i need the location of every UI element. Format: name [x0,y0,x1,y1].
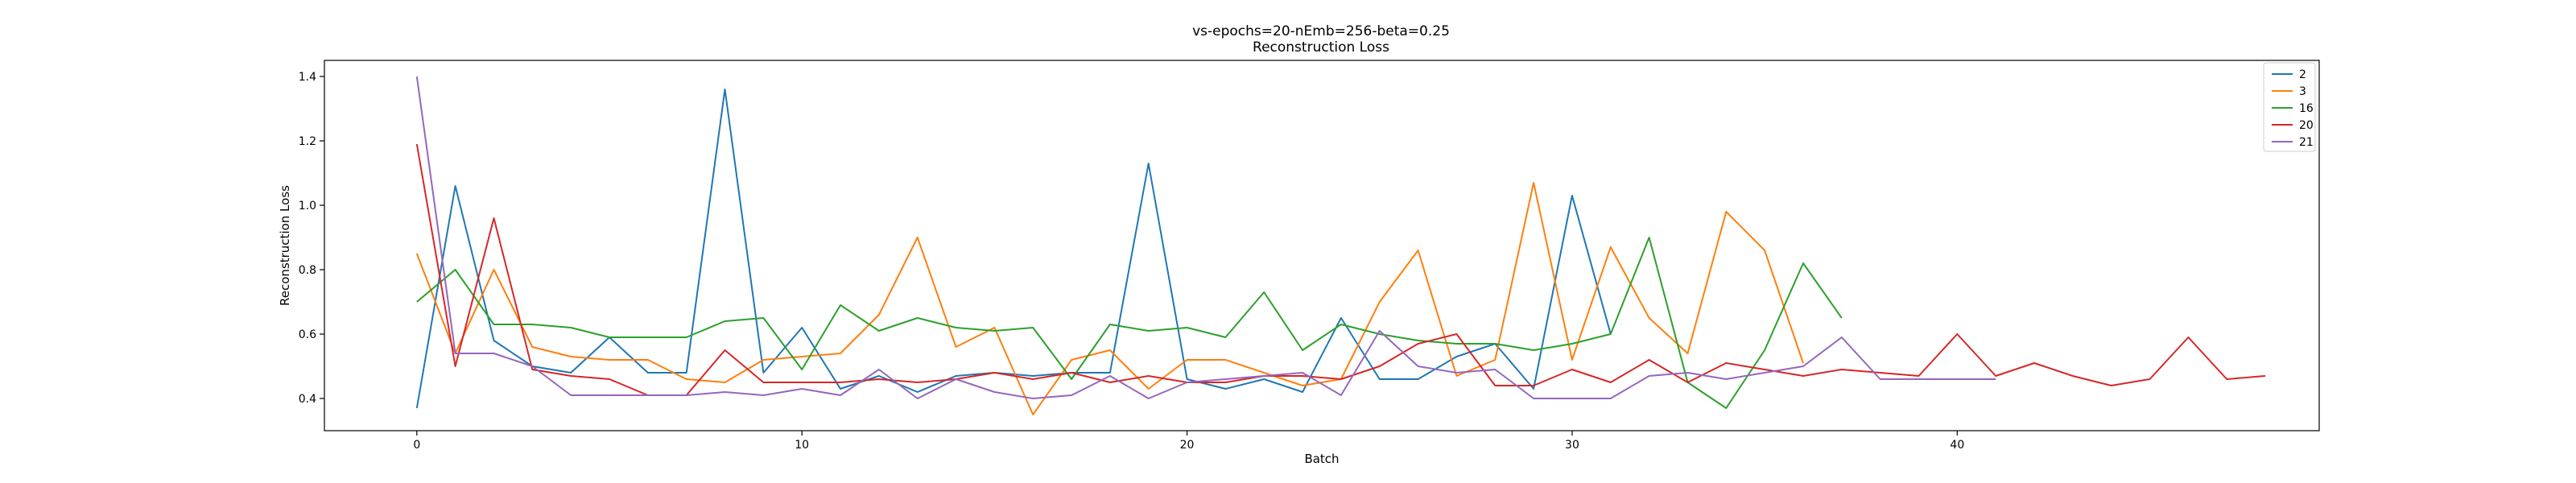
y-tick-label: 0.8 [299,264,316,277]
legend-label: 21 [2299,136,2314,149]
y-tick-label: 0.4 [299,393,316,406]
legend: 2 3 16 20 21 [2263,62,2316,152]
series-line-2 [415,89,1612,409]
series-line-16 [416,237,1843,409]
chart-title: vs-epochs=20-nEmb=256-beta=0.25 [1192,23,1450,39]
x-axis-label: Batch [1304,452,1339,466]
series-line-21 [415,76,1996,399]
series-layer [415,76,2266,415]
plot-area: 0 10 20 30 40 0.4 0.6 0.8 1.0 1.2 1.4 [299,60,2320,452]
legend-label: 3 [2299,85,2306,98]
y-tick-label: 1.0 [299,200,316,213]
y-tick-label: 1.2 [299,135,316,148]
y-axis-label: Reconstruction Loss [278,185,292,306]
x-tick-label: 20 [1180,439,1195,452]
series-line-3 [415,182,1804,415]
x-tick-label: 40 [1950,439,1964,452]
legend-label: 16 [2299,102,2314,115]
legend-label: 20 [2299,119,2314,132]
legend-label: 2 [2299,68,2306,81]
x-axis-ticks: 0 10 20 30 40 [413,431,1964,452]
y-tick-label: 1.4 [299,71,316,84]
x-tick-label: 10 [795,439,809,452]
x-tick-label: 30 [1565,439,1579,452]
plot-frame [324,60,2320,431]
series-line-20 [415,143,2266,396]
y-axis-ticks: 0.4 0.6 0.8 1.0 1.2 1.4 [299,71,324,406]
y-tick-label: 0.6 [299,328,316,341]
x-tick-label: 0 [413,439,420,452]
chart-subtitle: Reconstruction Loss [1253,39,1389,56]
